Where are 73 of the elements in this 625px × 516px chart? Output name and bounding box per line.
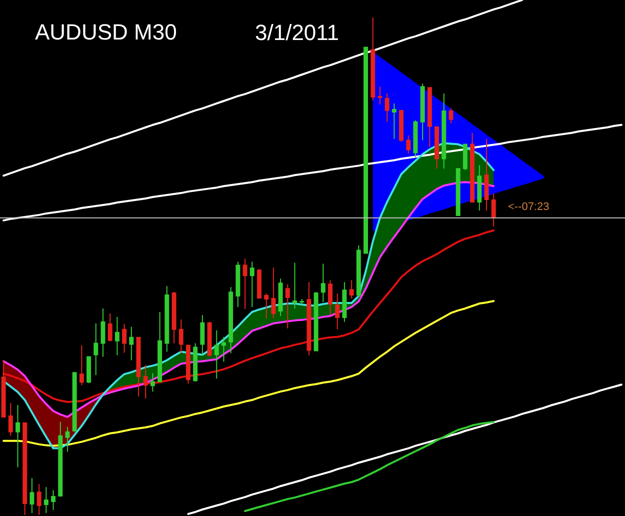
candlestick	[36, 484, 42, 516]
candlestick	[242, 258, 248, 310]
candlestick	[136, 336, 141, 398]
chart-subtitle: 3/1/2011	[255, 20, 340, 45]
candlestick	[129, 326, 134, 361]
candlestick	[86, 356, 92, 384]
candlestick	[413, 120, 418, 158]
candlestick	[150, 372, 155, 392]
candlestick	[114, 316, 120, 356]
candlestick	[200, 314, 205, 356]
candlestick	[320, 263, 326, 303]
candlestick	[236, 261, 240, 308]
candlestick	[384, 93, 390, 122]
candlestick	[250, 261, 254, 308]
candlestick	[470, 132, 475, 203]
candlestick	[214, 330, 219, 380]
candlestick	[122, 323, 127, 354]
candlestick	[108, 312, 112, 342]
candlestick	[278, 278, 283, 316]
candlestick	[292, 262, 297, 309]
candlestick	[370, 16, 376, 102]
candlestick	[65, 426, 70, 452]
candlestick	[186, 344, 190, 384]
candlestick	[271, 267, 276, 319]
candlestick	[420, 83, 425, 141]
candlestick	[94, 322, 98, 376]
candlestick	[164, 286, 170, 352]
candlestick	[456, 168, 460, 216]
candlestick	[79, 344, 84, 386]
candlestick	[314, 292, 318, 352]
candlestick	[22, 422, 28, 516]
candlestick	[256, 268, 262, 299]
candlestick	[392, 102, 396, 140]
candlestick	[442, 93, 446, 170]
candlestick	[207, 321, 212, 357]
candlestick	[51, 490, 56, 510]
candlestick	[328, 280, 332, 316]
candlestick	[158, 311, 162, 382]
candlestick	[356, 244, 361, 298]
candlestick	[72, 372, 77, 432]
candlestick	[285, 284, 290, 329]
candlestick	[306, 282, 312, 356]
candlestick	[178, 318, 184, 354]
candlestick	[364, 46, 368, 254]
candlestick	[399, 110, 404, 142]
candlestick	[193, 342, 198, 382]
candlestick	[143, 364, 148, 400]
candlestick	[172, 292, 176, 344]
candlestick	[349, 280, 354, 300]
candlestick	[44, 486, 48, 514]
chart-title: AUDUSD M30	[35, 20, 177, 45]
candlestick	[378, 86, 382, 105]
candlestick	[100, 308, 106, 358]
candlestick	[221, 336, 226, 362]
candlestick	[448, 108, 454, 124]
candlestick	[335, 293, 340, 330]
candlestick	[406, 134, 411, 154]
candlestick	[491, 193, 496, 227]
candlestick	[8, 402, 13, 436]
candlestick	[16, 404, 20, 468]
candlestick	[477, 164, 482, 211]
candlestick	[30, 478, 34, 514]
candlestick	[462, 144, 468, 171]
candlestick	[58, 421, 63, 498]
candlestick	[264, 293, 269, 319]
candlestick	[427, 87, 432, 148]
candlestick	[300, 298, 304, 306]
candlestick	[484, 138, 489, 211]
candlestick	[228, 286, 234, 354]
candlestick	[434, 126, 440, 170]
annotation: <--07:23	[508, 201, 550, 213]
candlestick	[1, 360, 6, 418]
candlestick	[342, 282, 347, 322]
